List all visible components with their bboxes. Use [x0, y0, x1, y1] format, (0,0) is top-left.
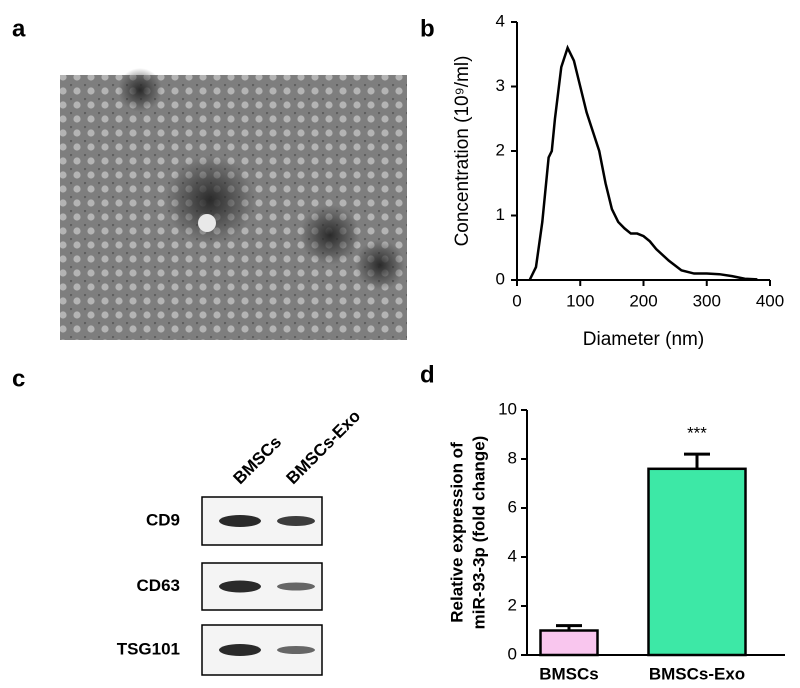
x-tick-label: BMSCs: [539, 664, 599, 683]
band: [277, 646, 315, 654]
band: [277, 582, 315, 591]
panel-label: d: [420, 361, 435, 388]
y-tick-label: 4: [508, 546, 517, 565]
y-tick-label: 4: [496, 11, 505, 30]
panel-label: a: [12, 15, 26, 42]
x-tick-label: 100: [566, 291, 594, 310]
x-tick-label: 400: [756, 291, 784, 310]
protein-label: TSG101: [117, 639, 180, 658]
x-tick-label: 0: [512, 291, 521, 310]
tem-image: [60, 68, 407, 340]
y-tick-label: 1: [496, 205, 505, 224]
bar: [647, 467, 747, 657]
annotation: ***: [687, 424, 707, 443]
band: [277, 516, 315, 526]
protein-label: CD63: [137, 576, 180, 595]
y-axis-label: miR-93-3p (fold change): [469, 436, 488, 630]
band: [219, 644, 261, 656]
y-tick-label: 2: [496, 140, 505, 159]
y-axis-label: Relative expression of: [447, 442, 466, 623]
band: [219, 515, 261, 527]
protein-label: CD9: [146, 510, 180, 529]
x-axis-label: Diameter (nm): [583, 329, 704, 350]
x-tick-label: 300: [693, 291, 721, 310]
panel-label: c: [12, 365, 25, 392]
y-tick-label: 2: [508, 595, 517, 614]
y-tick-label: 6: [508, 497, 517, 516]
y-tick-label: 0: [496, 269, 505, 288]
line: [528, 44, 758, 281]
bar: [539, 629, 599, 657]
y-tick-label: 8: [508, 448, 517, 467]
y-axis-label: Concentration (10⁹/ml): [452, 56, 473, 247]
lane-label: BMSCs-Exo: [283, 406, 365, 488]
x-tick-label: 200: [629, 291, 657, 310]
y-tick-label: 0: [508, 644, 517, 663]
lane-label: BMSCs: [230, 432, 286, 488]
y-tick-label: 3: [496, 76, 505, 95]
panel-label: b: [420, 15, 435, 42]
band: [219, 580, 261, 593]
x-tick-label: BMSCs-Exo: [649, 664, 745, 683]
y-tick-label: 10: [498, 399, 517, 418]
